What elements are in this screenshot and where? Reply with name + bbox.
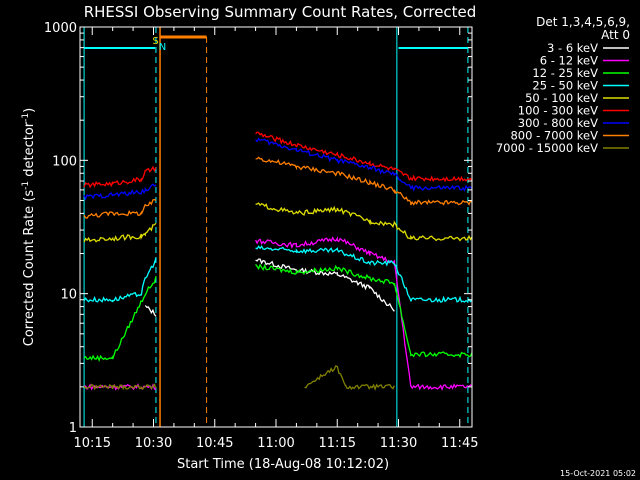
axes: 1 10 100 1000 10:15 10:30 10:45 11:00 11:15 11:30… — [44, 21, 479, 451]
plot-frame — [79, 26, 473, 428]
legend-label-6: 100 - 300 keV — [518, 104, 598, 118]
series-line-1 — [144, 258, 395, 317]
y-tick-label: 1000 — [44, 21, 77, 36]
series-line-6 — [83, 131, 473, 189]
y-tick-label: 100 — [52, 154, 77, 169]
series-line-3 — [83, 263, 473, 363]
series-line-5 — [83, 202, 473, 243]
series-line-4 — [83, 245, 473, 303]
legend-label-8: 800 - 7000 keV — [510, 129, 598, 143]
annotation-s: S — [152, 36, 158, 47]
x-tick-label: 10:30 — [135, 436, 172, 451]
legend-label-3: 12 - 25 keV — [532, 66, 598, 80]
legend-label-7: 300 - 800 keV — [518, 116, 598, 130]
x-tick-label: 11:45 — [441, 436, 478, 451]
footer-date: 15-Oct-2021 05:02 — [560, 469, 636, 478]
y-tick-label: 1 — [69, 421, 77, 436]
series-line-8 — [83, 156, 473, 219]
x-tick-label: 11:15 — [319, 436, 356, 451]
legend-label-2: 6 - 12 keV — [540, 54, 598, 68]
series-line-9 — [83, 365, 395, 391]
annotation-n: N — [159, 42, 166, 53]
x-tick-label: 10:45 — [196, 436, 233, 451]
legend-label-1: 3 - 6 keV — [547, 41, 598, 55]
chart-title: RHESSI Observing Summary Count Rates, Co… — [84, 3, 477, 21]
series-line-7 — [83, 137, 473, 201]
x-tick-label: 10:15 — [74, 436, 111, 451]
y-axis-label: Corrected Count Rate (s-1 detector-1) — [21, 108, 37, 346]
legend-header-attenuator: Att 0 — [601, 28, 630, 42]
x-axis-label: Start Time (18-Aug-08 10:12:02) — [177, 457, 389, 472]
legend-label-5: 50 - 100 keV — [525, 91, 598, 105]
legend-label-9: 7000 - 15000 keV — [496, 141, 598, 155]
series-line-2 — [83, 236, 473, 391]
y-tick-label: 10 — [60, 288, 77, 303]
x-tick-label: 11:30 — [380, 436, 417, 451]
plot-area: SN — [83, 27, 473, 427]
legend-header-detectors: Det 1,3,4,5,6,9, — [536, 15, 630, 29]
legend-label-4: 25 - 50 keV — [532, 79, 598, 93]
x-tick-label: 11:00 — [257, 436, 294, 451]
